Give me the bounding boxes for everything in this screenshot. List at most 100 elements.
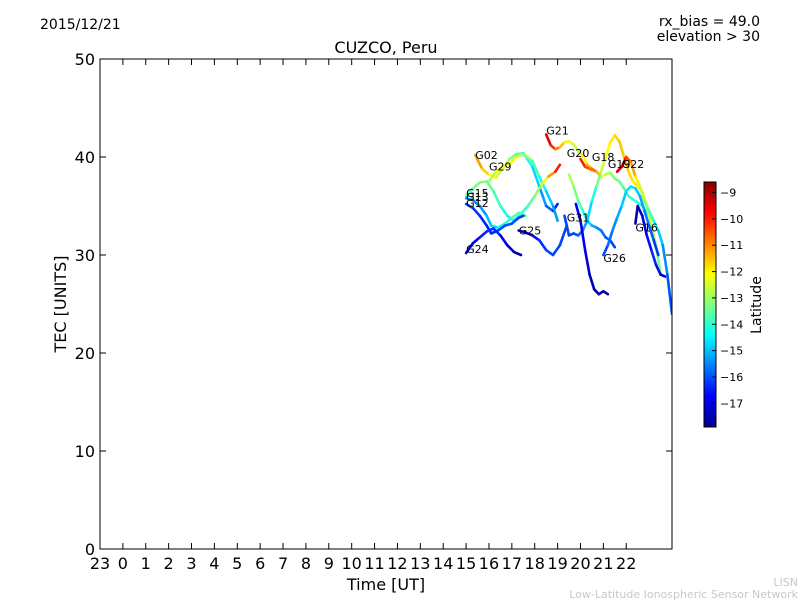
series-segment [544, 204, 555, 213]
series-segment [618, 140, 626, 159]
series-label: G25 [519, 224, 542, 237]
series-segment [595, 170, 603, 188]
org-full-label: Low-Latitude Ionospheric Sensor Network [569, 588, 798, 601]
series-segment [634, 187, 642, 198]
x-tick-label: 11 [364, 554, 384, 573]
series-segment [471, 198, 482, 208]
series-segment [471, 236, 482, 245]
series-segment [503, 216, 514, 225]
series-g21 [544, 133, 598, 173]
series-segment [494, 165, 505, 173]
x-tick-label: 3 [186, 554, 196, 573]
series-segment [492, 190, 502, 208]
x-tick-label: 6 [255, 554, 265, 573]
x-tick-label: 16 [479, 554, 499, 573]
y-tick-label: 0 [85, 540, 95, 559]
series-segment [531, 159, 541, 178]
x-tick-label: 4 [209, 554, 219, 573]
series-segment [473, 153, 484, 171]
series-segment [558, 224, 569, 247]
series-g26 [602, 185, 660, 257]
series-segment [496, 224, 507, 232]
series-segment [526, 194, 537, 208]
series-label: G22 [622, 158, 645, 171]
series-segment [478, 204, 489, 218]
x-tick-label: 8 [301, 554, 311, 573]
series-segment [533, 183, 543, 198]
colorbar-label: Latitude [749, 276, 765, 334]
series-segment [508, 155, 518, 166]
series-segment [581, 153, 589, 167]
series-segment [654, 263, 662, 276]
series-layer [464, 133, 672, 316]
x-tick-label: 0 [118, 554, 128, 573]
series-label: G12 [466, 197, 489, 210]
series-segment [567, 173, 575, 188]
x-tick-label: 19 [547, 554, 567, 573]
series-segment [521, 152, 534, 163]
y-tick-label: 20 [75, 344, 95, 363]
colorbar-tick-label: −16 [720, 371, 743, 384]
plot-frame [99, 58, 673, 550]
series-label: G16 [635, 222, 658, 235]
y-axis: 0 10 20 30 40 50 [75, 50, 672, 559]
colorbar-tick-label: −13 [720, 292, 743, 305]
series-segment [652, 219, 660, 232]
series-segment [647, 209, 656, 222]
series-label: G19 [608, 158, 631, 171]
series-g19 [574, 202, 610, 296]
series-label: G15 [466, 187, 489, 200]
series-g12 [464, 202, 525, 235]
series-segment [553, 163, 562, 173]
series-segment [636, 204, 644, 218]
chart-title: CUZCO, Peru [334, 38, 438, 57]
series-segment [640, 214, 649, 237]
series-segment [627, 170, 635, 183]
series-segment [494, 167, 505, 179]
x-tick-label: 22 [616, 554, 636, 573]
series-g15 [464, 163, 562, 222]
series-segment [634, 175, 642, 188]
x-axis-label: Time [UT] [346, 575, 425, 594]
series-label: G31 [567, 212, 590, 225]
series-g13 [464, 196, 527, 229]
x-tick-label: 7 [278, 554, 288, 573]
org-short-label: LISN [773, 576, 798, 589]
series-segment [551, 243, 562, 257]
series-label: G02 [475, 149, 498, 162]
series-segment [652, 239, 660, 257]
series-segment [471, 181, 482, 190]
x-tick-label: 12 [387, 554, 407, 573]
series-segment [551, 204, 559, 222]
elevation-label: elevation > 30 [656, 29, 760, 45]
series-segment [629, 160, 637, 178]
colorbar: −9 −10 −11 −12 −13 −14 −15 −16 −17 [703, 181, 743, 428]
series-segment [643, 209, 651, 227]
colorbar-tick-label: −12 [720, 266, 743, 279]
series-g22 [615, 155, 672, 316]
series-segment [611, 216, 619, 232]
series-label: G20 [567, 147, 590, 160]
series-segment [627, 194, 637, 203]
series-segment [620, 190, 628, 208]
x-tick-label: 23 [90, 554, 110, 573]
series-segment [547, 170, 557, 178]
series-segment [585, 199, 594, 222]
series-segment [659, 273, 667, 278]
series-segment [618, 180, 626, 190]
y-tick-label: 40 [75, 148, 95, 167]
x-tick-label: 21 [593, 554, 613, 573]
series-segment [656, 229, 665, 247]
series-segment [645, 234, 653, 252]
series-segment [615, 204, 624, 220]
series-segment [563, 214, 571, 237]
series-segment [510, 216, 521, 225]
series-segment [510, 211, 521, 220]
series-segment [608, 239, 617, 249]
series-segment [572, 185, 580, 203]
series-segment [531, 234, 541, 242]
series-segment [606, 229, 614, 247]
series-segment [487, 170, 498, 183]
series-segment [544, 133, 553, 147]
